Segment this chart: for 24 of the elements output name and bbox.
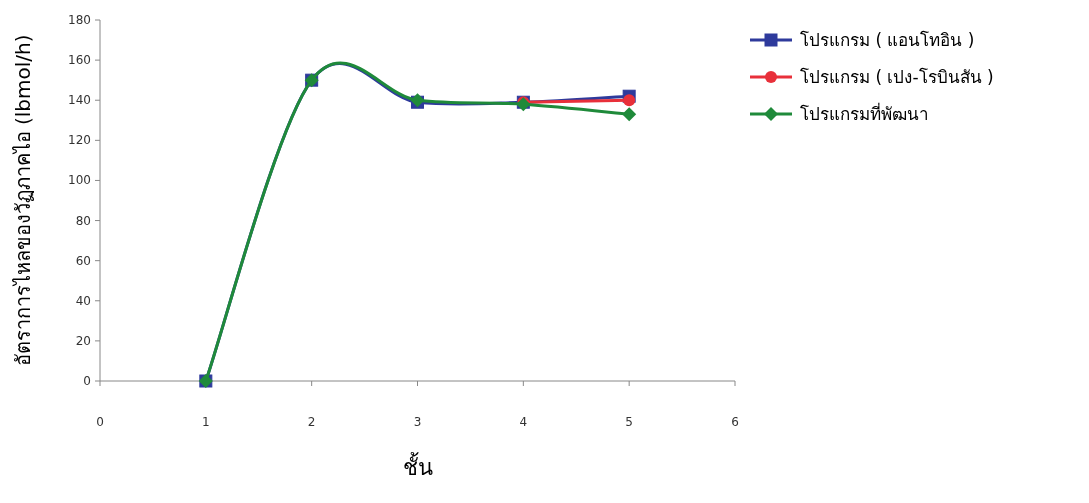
legend-label: โปรแกรมที่พัฒนา (800, 102, 929, 124)
y-tick-label: 140 (68, 93, 91, 108)
point (622, 107, 637, 122)
x-tick-label: 6 (731, 415, 739, 429)
x-axis-title: ชั้น (402, 452, 433, 480)
y-tick-label: 160 (68, 53, 91, 68)
y-tick-label: 60 (75, 253, 91, 268)
x-tick-label: 3 (413, 415, 422, 429)
y-tick-label: 0 (83, 374, 91, 388)
x-tick-label: 4 (519, 415, 528, 429)
y-tick-label: 120 (68, 133, 91, 148)
y-tick-label: 100 (68, 173, 91, 188)
y-tick-label: 20 (75, 333, 91, 348)
legend-label: โปรแกรม ( แอนโทอิน ) (800, 30, 975, 50)
y-tick-label: 40 (75, 293, 91, 308)
y-tick-label: 80 (75, 213, 91, 228)
point (623, 94, 636, 107)
x-tick-label: 5 (625, 415, 633, 429)
y-tick-label: 180 (68, 13, 91, 27)
x-tick-label: 2 (307, 415, 316, 429)
x-tick-label: 0 (96, 415, 104, 429)
y-axis-title: อัตราการไหลของวัฏภาคไอ (lbmol/h) (11, 34, 35, 367)
x-tick-label: 1 (202, 415, 210, 429)
legend-label: โปรแกรม ( เปง-โรบินสัน ) (800, 67, 994, 87)
